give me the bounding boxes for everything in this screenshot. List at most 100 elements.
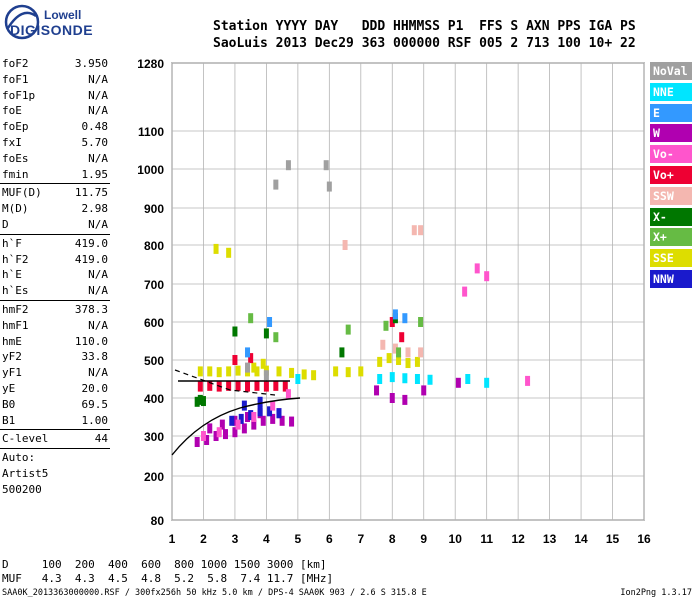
param-row: foF2 3.950 <box>0 56 112 72</box>
param-value: 33.8 <box>81 350 109 364</box>
echo-point-w <box>204 435 210 445</box>
echo-point-w <box>402 394 408 405</box>
echo-point-e <box>267 317 273 327</box>
echo-point-x <box>339 347 345 358</box>
param-row: foE N/A <box>0 103 112 119</box>
param-value: 20.0 <box>81 381 109 395</box>
legend-item-ssw: SSW <box>650 186 692 205</box>
legend-item-vo: Vo+ <box>650 165 692 184</box>
x-tick-label: 9 <box>420 532 427 546</box>
x-tick-label: 16 <box>637 532 651 546</box>
echo-point-x <box>273 332 279 343</box>
param-name: h`F2 <box>2 252 29 266</box>
y-tick-label: 80 <box>151 514 165 528</box>
legend-item-nnw: NNW <box>650 269 692 288</box>
echo-point-nne <box>427 374 433 385</box>
echo-point-vo <box>245 381 251 392</box>
legend-item-noval: NoVal <box>650 62 692 80</box>
param-row: D N/A <box>0 217 112 233</box>
software-version: Ion2Png 1.3.17 <box>620 588 692 598</box>
echo-point-sse <box>345 367 351 378</box>
echo-point-vo <box>248 353 254 364</box>
param-value: 69.5 <box>81 397 109 411</box>
echo-point-x <box>248 313 254 324</box>
echo-point-nnw <box>238 413 244 424</box>
echo-point-vo <box>226 380 232 391</box>
echo-point-nne <box>484 377 490 388</box>
scaled-parameters-panel: foF2 3.950 foF1 N/A foF1p N/A foE N/A foEp 0.48 fx… <box>0 56 112 498</box>
echo-point-ssw <box>411 225 417 236</box>
param-name: foEs <box>2 151 29 165</box>
param-name: yF2 <box>2 350 22 364</box>
echo-point-sse <box>251 362 257 373</box>
y-tick-label: 700 <box>144 278 164 292</box>
header: Station YYYY DAY DDD HHMMSS P1 FFS S AXN… <box>213 18 636 52</box>
echo-point-x <box>263 328 269 339</box>
echo-point-nne <box>402 373 408 384</box>
param-name: C-level <box>2 432 49 446</box>
param-value: N/A <box>88 88 108 102</box>
y-tick-label: 900 <box>144 202 164 216</box>
param-row: foF1p N/A <box>0 88 112 104</box>
param-name: hmE <box>2 334 22 348</box>
param-row: yF2 33.8 <box>0 349 112 365</box>
axis-ticks: 1 2 3 4 5 6 7 8 9 10 11 12 13 14 15 1680200300400500600… <box>137 57 651 546</box>
x-tick-label: 13 <box>543 532 557 546</box>
params-group-profile: hmF2 378.3 hmF1 N/A hmE 110.0 yF2 33.8 yF1 N/A yE 2… <box>0 302 112 428</box>
legend-item-vo: Vo- <box>650 145 692 164</box>
echo-point-sse <box>207 366 213 377</box>
x-tick-label: 2 <box>200 532 207 546</box>
param-name: B0 <box>2 397 16 411</box>
echo-point-sse <box>197 366 203 377</box>
echo-point-e <box>392 309 398 320</box>
param-name: D <box>2 217 9 231</box>
echo-point-w <box>232 427 238 438</box>
echo-point-w <box>279 415 285 426</box>
echo-point-w <box>219 419 225 430</box>
param-name: fmin <box>2 167 29 181</box>
params-group-muf: MUF(D) 11.75 M(D) 2.98 D N/A <box>0 185 112 232</box>
profile-dashed-curve <box>174 369 276 396</box>
echo-point-sse <box>386 353 392 364</box>
echo-point-sse <box>333 366 339 377</box>
plot-grid <box>171 62 645 521</box>
echo-point-nne <box>295 374 301 384</box>
digisonde-logo-icon <box>4 4 40 40</box>
param-row: yF1 N/A <box>0 365 112 381</box>
x-tick-label: 12 <box>511 532 525 546</box>
echo-point-noval <box>323 160 329 171</box>
echo-point-vo <box>200 431 206 441</box>
param-value: N/A <box>88 284 108 298</box>
param-row: C-level 44 <box>0 431 112 447</box>
distance-muf-table: D 100 200 400 600 800 1000 1500 3000 [km… <box>2 558 333 586</box>
x-tick-label: 11 <box>480 532 493 546</box>
echo-point-nnw <box>257 396 263 407</box>
param-value: 1.00 <box>81 413 109 427</box>
electron-density-profile <box>171 397 301 456</box>
param-name: yE <box>2 381 16 395</box>
echo-point-x <box>345 324 351 335</box>
param-row: MUF(D) 11.75 <box>0 185 112 201</box>
x-tick-label: 15 <box>606 532 620 546</box>
echo-point-w <box>260 415 266 426</box>
echo-point-sse <box>405 358 411 369</box>
param-value: 5.70 <box>81 135 109 149</box>
y-tick-label: 1000 <box>137 163 164 177</box>
echo-point-e <box>402 313 408 324</box>
y-tick-label: 600 <box>144 316 164 330</box>
x-tick-label: 7 <box>357 532 364 546</box>
param-name: yF1 <box>2 366 22 380</box>
echo-point-nnw <box>229 415 235 426</box>
polarization-legend: NoVal NNE E W Vo- Vo+ SSW X- X+ SSE NNW <box>650 62 692 291</box>
echo-point-sse <box>414 356 420 367</box>
echo-point-w <box>389 393 395 403</box>
echo-point-w <box>207 423 213 434</box>
param-value: N/A <box>88 104 108 118</box>
lowell-digisonde-logo: Lowell DIGISONDE <box>2 2 122 48</box>
echo-point-x <box>197 394 203 405</box>
echo-point-sse <box>289 367 295 378</box>
echo-point-sse <box>311 370 317 381</box>
echo-point-vo <box>263 381 269 392</box>
legend-item-x: X- <box>650 207 692 226</box>
y-tick-label: 1100 <box>138 125 164 139</box>
